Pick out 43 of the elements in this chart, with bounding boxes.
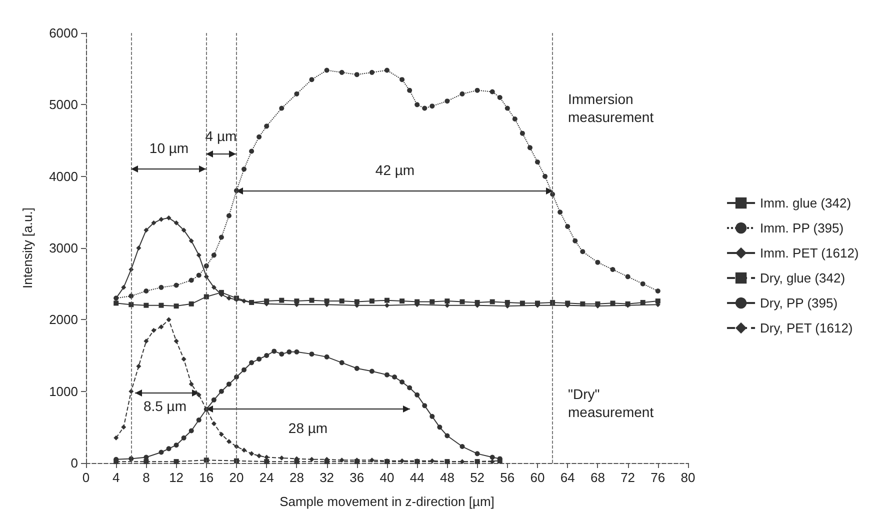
annotation: 42 µm: [375, 162, 415, 178]
legend-label: Imm. PP (395): [760, 220, 844, 236]
y-tick-label: 3000: [49, 240, 78, 256]
x-tick-label: 0: [82, 470, 90, 485]
y-tick-label: 6000: [49, 26, 78, 40]
annotation: 8.5 µm: [143, 398, 187, 414]
x-axis-title: Sample movement in z-direction [µm]: [280, 494, 494, 509]
x-tick-label: 48: [440, 470, 454, 485]
legend-label: Imm. PET (1612): [760, 246, 859, 260]
x-tick-label: 60: [530, 470, 545, 485]
x-tick-label: 28: [289, 470, 304, 485]
annotation: 4 µm: [205, 128, 237, 144]
x-tick-label: 68: [590, 470, 605, 485]
y-tick-label: 4000: [49, 168, 78, 184]
y-axis-title: Intensity [a.u.]: [20, 208, 35, 288]
x-tick-label: 64: [560, 470, 575, 485]
y-tick-label: 2000: [49, 312, 78, 328]
x-tick-label: 40: [380, 470, 394, 485]
legend-label: Dry, glue (342): [760, 270, 846, 286]
x-tick-label: 80: [680, 470, 696, 485]
x-tick-label: 16: [199, 470, 214, 485]
x-tick-label: 52: [470, 470, 485, 485]
y-tick-label: 0: [70, 456, 78, 470]
x-tick-label: 24: [259, 470, 274, 485]
legend-label: Imm. glue (342): [760, 196, 852, 210]
x-tick-label: 12: [169, 470, 184, 485]
x-tick-label: 72: [620, 470, 636, 485]
y-tick-label: 1000: [49, 384, 78, 399]
x-tick-label: 32: [320, 470, 334, 485]
legend-label: Dry, PP (395): [760, 296, 838, 310]
x-tick-label: 76: [650, 470, 666, 485]
annotation: Immersion measurement: [568, 91, 654, 125]
x-tick-label: 8: [142, 470, 150, 485]
legend-label: Dry, PET (1612): [760, 320, 853, 336]
x-tick-label: 36: [350, 470, 364, 485]
y-tick-label: 5000: [49, 97, 78, 112]
x-tick-label: 56: [500, 470, 515, 485]
x-tick-label: 4: [112, 470, 120, 485]
annotation: "Dry" measurement: [568, 386, 654, 420]
annotation: 28 µm: [288, 420, 328, 436]
annotation: 10 µm: [149, 140, 189, 156]
x-tick-label: 20: [229, 470, 244, 485]
x-tick-label: 44: [410, 470, 424, 485]
